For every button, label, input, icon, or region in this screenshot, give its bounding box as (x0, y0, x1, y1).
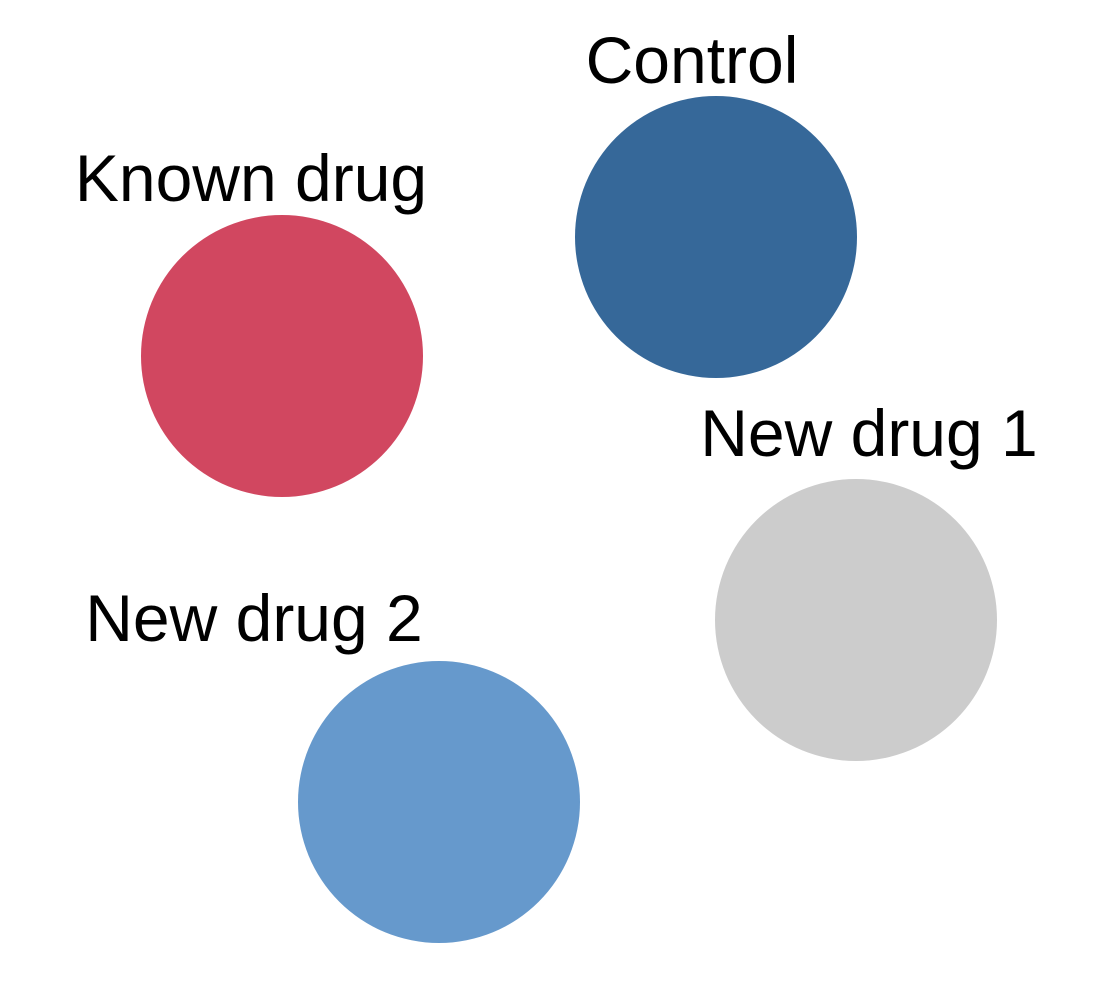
node-control-circle (575, 96, 857, 378)
node-new-drug-1-label: New drug 1 (700, 396, 1038, 470)
node-new-drug-1-circle (715, 479, 997, 761)
node-new-drug-2-label: New drug 2 (85, 581, 423, 655)
node-new-drug-2-circle (298, 661, 580, 943)
node-known-drug-label: Known drug (74, 141, 428, 215)
node-control-label: Control (585, 23, 799, 97)
node-known-drug-circle (141, 215, 423, 497)
